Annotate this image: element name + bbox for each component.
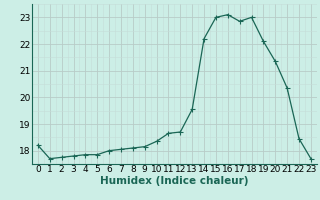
X-axis label: Humidex (Indice chaleur): Humidex (Indice chaleur) — [100, 176, 249, 186]
